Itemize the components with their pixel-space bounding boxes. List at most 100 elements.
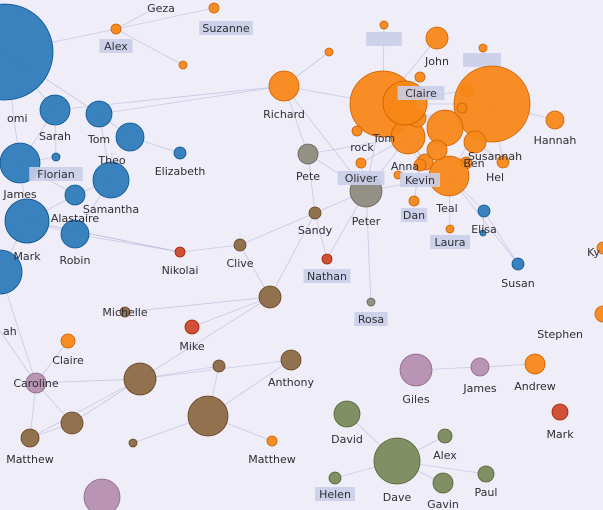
- node-4[interactable]: [178, 60, 188, 70]
- label-james: James: [2, 188, 36, 201]
- node-andrew[interactable]: [524, 353, 546, 375]
- node-mark[interactable]: [4, 198, 50, 244]
- node-john[interactable]: [425, 26, 449, 50]
- node-dan[interactable]: [408, 195, 420, 207]
- node-75[interactable]: [83, 478, 121, 510]
- label-dave: Dave: [383, 491, 412, 504]
- node-alex[interactable]: [110, 23, 122, 35]
- label-caroline: Caroline: [13, 377, 59, 390]
- label-richard: Richard: [263, 108, 305, 121]
- node-78[interactable]: [426, 109, 464, 147]
- node-64[interactable]: [60, 411, 84, 435]
- node-8[interactable]: [324, 47, 334, 57]
- node-sarah[interactable]: [39, 94, 71, 126]
- label-matthew: Matthew: [6, 453, 54, 466]
- label-john: John: [424, 55, 449, 68]
- node-sandy[interactable]: [308, 206, 322, 220]
- node-alastaire[interactable]: [64, 184, 86, 206]
- node-hel[interactable]: [496, 155, 510, 169]
- label-alastaire: Alastaire: [51, 212, 99, 225]
- node-caroline[interactable]: [25, 372, 47, 394]
- node-samantha[interactable]: [92, 161, 130, 199]
- node-giles[interactable]: [399, 353, 433, 387]
- node-anthony[interactable]: [280, 349, 302, 371]
- node-nikolai[interactable]: [174, 246, 186, 258]
- node-7[interactable]: [478, 43, 488, 53]
- node-laura[interactable]: [445, 224, 455, 234]
- label-highlight-oliver: [337, 171, 385, 185]
- node-rock[interactable]: [351, 125, 363, 137]
- node-mike[interactable]: [184, 319, 200, 335]
- graph-link: [314, 212, 328, 260]
- node-pete[interactable]: [297, 143, 319, 165]
- node-57[interactable]: [123, 362, 157, 396]
- label-tom: Tom: [87, 133, 110, 146]
- node-gavin[interactable]: [432, 472, 454, 494]
- node-richard[interactable]: [268, 70, 300, 102]
- label-omi: omi: [7, 112, 28, 125]
- node-5[interactable]: [379, 20, 389, 30]
- graph-link: [179, 244, 241, 253]
- node-43[interactable]: [0, 249, 23, 295]
- node-alex[interactable]: [437, 428, 453, 444]
- node-stephen[interactable]: [594, 305, 603, 323]
- node-elizabeth[interactable]: [173, 146, 187, 160]
- node-tom[interactable]: [85, 100, 113, 128]
- node-oliver[interactable]: [355, 157, 367, 169]
- node-elisa[interactable]: [477, 204, 491, 218]
- node-clive[interactable]: [233, 238, 247, 252]
- label-rock: rock: [350, 141, 374, 154]
- node-76[interactable]: [456, 102, 468, 114]
- highlight-box-0: [366, 32, 402, 46]
- label-elisa: Elisa: [471, 223, 497, 236]
- node-rosa[interactable]: [366, 297, 376, 307]
- label-pete: Pete: [296, 170, 320, 183]
- node-13[interactable]: [453, 65, 531, 143]
- label-paul: Paul: [475, 486, 498, 499]
- node-robin[interactable]: [60, 219, 90, 249]
- node-nathan[interactable]: [321, 253, 333, 265]
- label-susannah: Susannah: [468, 150, 522, 163]
- node-hannah[interactable]: [545, 110, 565, 130]
- node-ky[interactable]: [596, 241, 603, 255]
- node-82[interactable]: [479, 229, 487, 237]
- label-andrew: Andrew: [514, 380, 556, 393]
- node-florian[interactable]: [51, 152, 61, 162]
- node-susannah[interactable]: [463, 130, 487, 154]
- node-matthew[interactable]: [20, 428, 40, 448]
- label-sandy: Sandy: [298, 224, 333, 237]
- label-dan: Dan: [403, 209, 425, 222]
- node-david[interactable]: [333, 400, 361, 428]
- node-34[interactable]: [115, 122, 145, 152]
- node-claire[interactable]: [60, 333, 76, 349]
- label-mark: Mark: [546, 428, 574, 441]
- label-sarah: Sarah: [39, 130, 71, 143]
- node-mark[interactable]: [551, 403, 569, 421]
- node-helen[interactable]: [328, 471, 342, 485]
- node-michelle[interactable]: [119, 306, 131, 318]
- label-highlight-kevin: [400, 173, 440, 187]
- node-matthew[interactable]: [266, 435, 278, 447]
- node-11[interactable]: [414, 71, 426, 83]
- label-suzanne: Suzanne: [202, 22, 249, 35]
- node-0[interactable]: [0, 3, 54, 101]
- node-paul[interactable]: [477, 465, 495, 483]
- node-63[interactable]: [187, 395, 229, 437]
- label-stephen: Stephen: [537, 328, 583, 341]
- graph-link: [483, 210, 519, 265]
- node-67[interactable]: [128, 438, 138, 448]
- label-robin: Robin: [60, 254, 91, 267]
- node-70[interactable]: [373, 437, 421, 485]
- node-kevin[interactable]: [413, 158, 427, 172]
- node-james[interactable]: [470, 357, 490, 377]
- node-56[interactable]: [212, 359, 226, 373]
- node-50[interactable]: [258, 285, 282, 309]
- node-susan[interactable]: [511, 257, 525, 271]
- node-80[interactable]: [426, 139, 448, 161]
- graph-link: [26, 220, 181, 253]
- node-suzanne[interactable]: [208, 2, 220, 14]
- label-ben: Ben: [463, 157, 484, 170]
